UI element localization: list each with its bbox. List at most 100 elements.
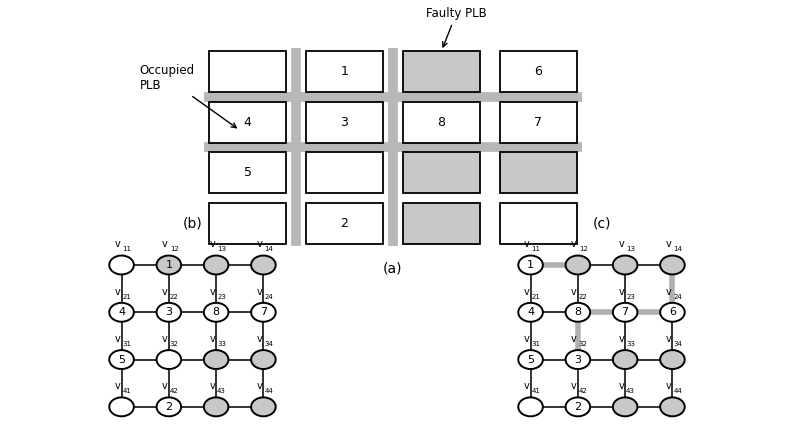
Ellipse shape bbox=[660, 303, 685, 322]
Text: v: v bbox=[666, 381, 671, 391]
Ellipse shape bbox=[204, 255, 229, 274]
Text: 8: 8 bbox=[213, 307, 220, 317]
Text: v: v bbox=[571, 334, 577, 344]
Text: Faulty PLB: Faulty PLB bbox=[426, 7, 487, 47]
Text: Occupied
PLB: Occupied PLB bbox=[140, 64, 237, 128]
Text: 1: 1 bbox=[341, 65, 348, 78]
Text: v: v bbox=[666, 240, 671, 249]
Ellipse shape bbox=[565, 255, 590, 274]
Text: v: v bbox=[115, 240, 120, 249]
Text: 23: 23 bbox=[217, 293, 226, 300]
Ellipse shape bbox=[613, 350, 638, 369]
Text: v: v bbox=[618, 287, 624, 297]
Text: 24: 24 bbox=[265, 293, 273, 300]
Text: v: v bbox=[257, 287, 262, 297]
Ellipse shape bbox=[660, 255, 685, 274]
Text: 7: 7 bbox=[534, 115, 542, 129]
Bar bbox=[403, 51, 480, 92]
Bar bbox=[209, 203, 286, 244]
Text: 6: 6 bbox=[669, 307, 676, 317]
Ellipse shape bbox=[204, 397, 229, 416]
Text: (b): (b) bbox=[183, 216, 202, 230]
Text: v: v bbox=[571, 381, 577, 391]
Text: 34: 34 bbox=[265, 341, 273, 347]
Text: 23: 23 bbox=[626, 293, 635, 300]
Text: 43: 43 bbox=[626, 388, 635, 394]
Bar bbox=[306, 51, 383, 92]
Ellipse shape bbox=[251, 303, 276, 322]
Text: 14: 14 bbox=[265, 246, 273, 252]
Ellipse shape bbox=[613, 255, 638, 274]
Text: 4: 4 bbox=[118, 307, 125, 317]
Text: 43: 43 bbox=[217, 388, 226, 394]
Ellipse shape bbox=[204, 303, 229, 322]
Text: 21: 21 bbox=[532, 293, 541, 300]
Text: v: v bbox=[524, 334, 529, 344]
Bar bbox=[209, 102, 286, 142]
Ellipse shape bbox=[109, 350, 134, 369]
Ellipse shape bbox=[156, 397, 181, 416]
Text: 4: 4 bbox=[244, 115, 252, 129]
Ellipse shape bbox=[613, 303, 638, 322]
Ellipse shape bbox=[660, 350, 685, 369]
Text: 22: 22 bbox=[170, 293, 179, 300]
Text: 1: 1 bbox=[527, 260, 534, 270]
Text: 3: 3 bbox=[165, 307, 172, 317]
Text: v: v bbox=[666, 334, 671, 344]
Text: 33: 33 bbox=[217, 341, 226, 347]
Ellipse shape bbox=[109, 303, 134, 322]
Ellipse shape bbox=[565, 397, 590, 416]
Text: 3: 3 bbox=[341, 115, 348, 129]
Bar bbox=[306, 203, 383, 244]
Text: 5: 5 bbox=[118, 354, 125, 365]
Ellipse shape bbox=[518, 303, 543, 322]
Bar bbox=[403, 102, 480, 142]
Text: 13: 13 bbox=[217, 246, 226, 252]
Text: 2: 2 bbox=[574, 402, 581, 412]
Text: 6: 6 bbox=[534, 65, 542, 78]
Bar bbox=[500, 51, 577, 92]
Text: v: v bbox=[524, 287, 529, 297]
Text: 14: 14 bbox=[674, 246, 683, 252]
Text: v: v bbox=[257, 240, 262, 249]
Text: 5: 5 bbox=[244, 166, 252, 179]
Ellipse shape bbox=[251, 255, 276, 274]
Text: v: v bbox=[209, 240, 215, 249]
Ellipse shape bbox=[204, 350, 229, 369]
Text: 5: 5 bbox=[527, 354, 534, 365]
Ellipse shape bbox=[109, 397, 134, 416]
Text: 7: 7 bbox=[622, 307, 629, 317]
Text: 21: 21 bbox=[123, 293, 132, 300]
Text: v: v bbox=[115, 334, 120, 344]
Text: v: v bbox=[115, 381, 120, 391]
Ellipse shape bbox=[660, 397, 685, 416]
Ellipse shape bbox=[109, 255, 134, 274]
Text: v: v bbox=[571, 240, 577, 249]
Ellipse shape bbox=[518, 255, 543, 274]
Text: 44: 44 bbox=[674, 388, 683, 394]
Text: 22: 22 bbox=[579, 293, 588, 300]
Bar bbox=[209, 51, 286, 92]
Text: 13: 13 bbox=[626, 246, 635, 252]
Text: 1: 1 bbox=[165, 260, 172, 270]
Text: 11: 11 bbox=[123, 246, 132, 252]
Text: 34: 34 bbox=[674, 341, 683, 347]
Bar bbox=[403, 152, 480, 193]
Ellipse shape bbox=[613, 397, 638, 416]
Text: v: v bbox=[162, 240, 168, 249]
Text: 41: 41 bbox=[532, 388, 541, 394]
Text: v: v bbox=[618, 334, 624, 344]
Text: v: v bbox=[115, 287, 120, 297]
Ellipse shape bbox=[565, 303, 590, 322]
Bar bbox=[500, 102, 577, 142]
Bar bbox=[500, 152, 577, 193]
Text: 8: 8 bbox=[574, 307, 581, 317]
Ellipse shape bbox=[251, 350, 276, 369]
Ellipse shape bbox=[156, 303, 181, 322]
Bar bbox=[500, 203, 577, 244]
Text: v: v bbox=[209, 381, 215, 391]
Text: v: v bbox=[618, 240, 624, 249]
Text: v: v bbox=[618, 381, 624, 391]
Bar bbox=[403, 203, 480, 244]
Text: v: v bbox=[162, 287, 168, 297]
